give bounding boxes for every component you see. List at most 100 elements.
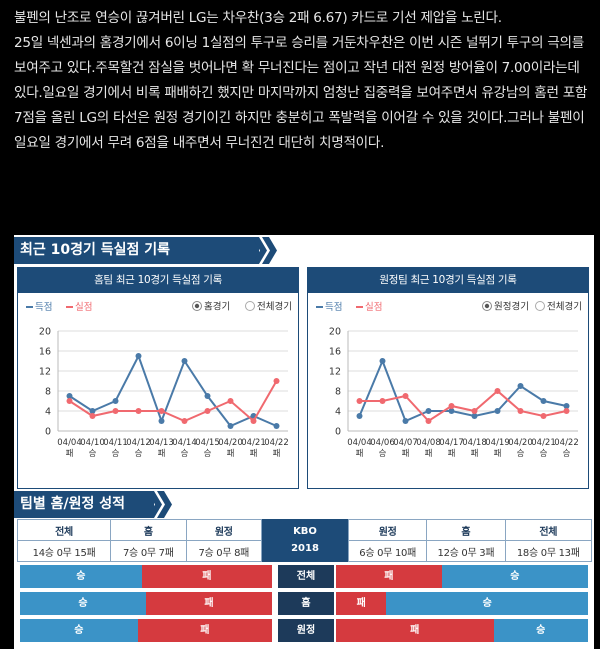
y-tick-label: 12 [39, 367, 51, 378]
left-away-header: 원정 [185, 519, 263, 541]
x-result-label: 패 [273, 448, 281, 459]
y-tick-label: 4 [335, 407, 341, 418]
data-point [471, 408, 478, 414]
data-point [66, 398, 73, 404]
x-result-label: 승 [112, 449, 120, 459]
left-loss-bar: 패 [137, 619, 272, 642]
radio-unselected-icon [245, 301, 255, 311]
right-win-bar: 승 [441, 565, 588, 588]
data-point [494, 408, 501, 414]
legend-label: 득점 [35, 301, 52, 313]
x-tick-label: 04/06 [370, 438, 395, 448]
data-point [540, 413, 547, 419]
article-paragraph-1: 불펜의 난조로 연승이 끊겨버린 LG는 차우찬(3승 2패 6.67) 카드로… [14, 10, 502, 26]
x-tick-label: 04/20 [218, 438, 243, 448]
x-tick-label: 04/11 [103, 438, 128, 448]
kbo-badge: KBO 2018 [262, 519, 348, 562]
home-chart-title: 홈팀 최근 10경기 득실점 기록 [18, 268, 298, 293]
y-tick-label: 12 [329, 367, 341, 378]
x-tick-label: 04/18 [462, 438, 487, 448]
left-win-bar: 승 [20, 592, 146, 615]
left-home-value: 7승 0무 7패 [110, 540, 187, 562]
data-point [158, 418, 165, 424]
data-point [379, 358, 386, 364]
right-loss-bar: 패 [336, 592, 387, 615]
data-point [227, 423, 234, 429]
data-point [402, 393, 409, 399]
x-tick-label: 04/07 [393, 438, 418, 448]
data-point [181, 358, 188, 364]
data-point [204, 408, 211, 414]
section-title-recent: 최근 10경기 득실점 기록 [14, 237, 277, 264]
left-loss-bar: 패 [141, 565, 272, 588]
data-point [135, 408, 142, 414]
x-result-label: 패 [158, 448, 166, 459]
x-result-label: 승 [379, 449, 387, 459]
y-tick-label: 8 [335, 387, 341, 398]
radio-unselected-icon [535, 301, 545, 311]
x-result-label: 패 [227, 448, 235, 459]
data-point [158, 408, 165, 414]
series-line-득점 [68, 353, 277, 428]
right-win-bar: 승 [493, 619, 588, 642]
x-result-label: 승 [135, 449, 143, 459]
data-point [89, 408, 96, 414]
y-tick-label: 16 [39, 347, 51, 358]
data-point [402, 418, 409, 424]
x-result-label: 승 [540, 449, 548, 459]
data-point [448, 408, 455, 414]
data-point [356, 398, 363, 404]
x-result-label: 패 [66, 448, 74, 459]
section-title-recent-label: 최근 10경기 득실점 기록 [20, 242, 171, 258]
y-tick-label: 0 [45, 427, 51, 438]
bar-row: 승 패 패 승 원정 [20, 619, 588, 642]
y-tick-label: 20 [39, 327, 51, 338]
left-win-bar: 승 [20, 619, 138, 642]
data-point [66, 393, 73, 399]
away-chart-title: 원정팀 최근 10경기 득실점 기록 [308, 268, 588, 293]
x-tick-label: 04/10 [80, 438, 105, 448]
x-tick-label: 04/15 [195, 438, 220, 448]
series-line-득점 [358, 358, 567, 423]
away-chart-box: 원정팀 최근 10경기 득실점 기록 득점 실점 원정경기 전체경기 0 4 8 12 16 20… [307, 267, 589, 489]
series-line-실점 [359, 389, 567, 423]
home-chart-box: 홈팀 최근 10경기 득실점 기록 득점 실점 홈경기 전체경기 0 4 8 12 16 20 04… [17, 267, 299, 489]
data-point [356, 413, 363, 419]
bar-row: 승 패 패 승 전체 [20, 565, 588, 588]
data-point [379, 398, 386, 404]
x-tick-label: 04/22 [554, 438, 579, 448]
radio-dot-icon [484, 303, 490, 309]
right-record-table: 원정 홈 전체 6승 0무 10패 12승 0무 3패 18승 0무 13패 [347, 519, 592, 562]
data-point [471, 413, 478, 419]
bar-category-label: 원정 [278, 619, 334, 642]
x-result-label: 승 [89, 449, 97, 459]
data-point [89, 413, 96, 419]
x-tick-label: 04/13 [149, 438, 174, 448]
data-point [540, 398, 547, 404]
x-result-label: 패 [448, 448, 456, 459]
radio-other-label: 전체경기 [547, 301, 582, 313]
data-point [563, 408, 570, 414]
data-point [181, 418, 188, 424]
series-line-실점 [68, 380, 278, 423]
section-title-homeaway-label: 팀별 홈/원정 성적 [20, 496, 126, 512]
x-result-label: 패 [250, 448, 258, 459]
x-tick-label: 04/17 [439, 438, 464, 448]
bar-category-label: 전체 [278, 565, 334, 588]
data-point [273, 423, 280, 429]
right-loss-bar: 패 [336, 619, 494, 642]
left-loss-bar: 패 [146, 592, 272, 615]
data-point [204, 393, 211, 399]
data-point [494, 388, 501, 394]
radio-dot-icon [194, 303, 200, 309]
right-home-header: 홈 [426, 519, 506, 541]
data-point [273, 378, 280, 384]
y-tick-label: 16 [329, 347, 341, 358]
right-total-value: 18승 0무 13패 [504, 540, 592, 562]
y-tick-label: 8 [45, 387, 51, 398]
kbo-year: 2018 [291, 543, 319, 554]
record-bars: 승 패 패 승 전체 승 패 패 승 홈 승 패 패 승 원정 [20, 565, 588, 645]
data-point [563, 403, 570, 409]
bar-category-label: 홈 [278, 592, 334, 615]
right-loss-bar: 패 [336, 565, 442, 588]
